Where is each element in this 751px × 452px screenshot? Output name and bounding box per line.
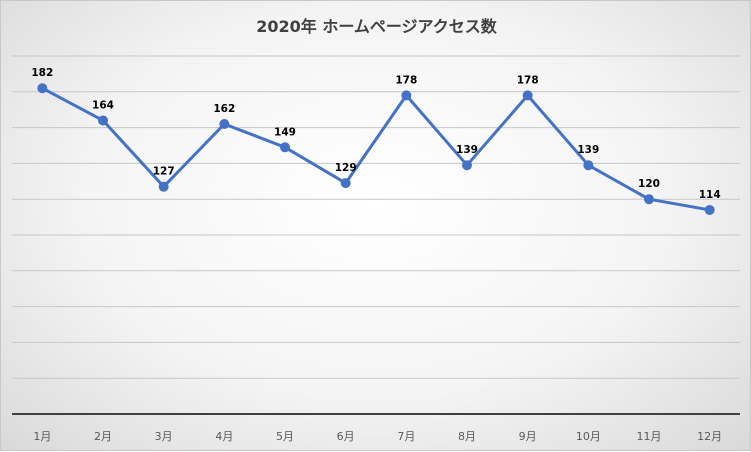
data-point (280, 142, 290, 153)
data-point (522, 90, 533, 101)
data-label: 139 (577, 144, 599, 156)
data-point (644, 194, 654, 205)
data-label: 114 (699, 189, 721, 201)
x-tick-label: 9月 (519, 430, 537, 443)
data-point (583, 160, 594, 171)
x-tick-label: 3月 (155, 430, 173, 443)
data-label: 120 (638, 178, 660, 190)
data-label: 127 (153, 166, 175, 178)
data-label: 139 (456, 144, 478, 156)
data-label: 178 (395, 74, 417, 86)
data-point (704, 204, 715, 215)
data-label: 162 (213, 103, 235, 115)
data-label: 182 (31, 67, 53, 79)
x-tick-label: 11月 (637, 430, 662, 443)
data-label: 129 (335, 162, 357, 174)
x-tick-label: 4月 (215, 430, 233, 443)
x-tick-label: 1月 (33, 430, 51, 443)
data-point (462, 160, 472, 171)
data-point (401, 90, 412, 101)
x-tick-label: 2月 (94, 430, 112, 443)
data-point (219, 119, 230, 130)
series-line (41, 86, 710, 212)
chart-title: 2020年 ホームページアクセス数 (256, 17, 497, 36)
data-point (158, 181, 169, 192)
data-point (37, 83, 48, 94)
x-tick-label: 10月 (576, 430, 601, 443)
x-tick-label: 12月 (697, 430, 722, 443)
data-label: 164 (92, 99, 114, 111)
data-label: 149 (274, 126, 296, 138)
data-point (98, 115, 108, 126)
x-tick-label: 7月 (397, 430, 415, 443)
x-tick-label: 8月 (458, 430, 476, 443)
x-tick-label: 5月 (276, 430, 294, 443)
data-point (340, 178, 351, 189)
x-tick-label: 6月 (337, 430, 355, 443)
data-label: 178 (517, 74, 539, 86)
